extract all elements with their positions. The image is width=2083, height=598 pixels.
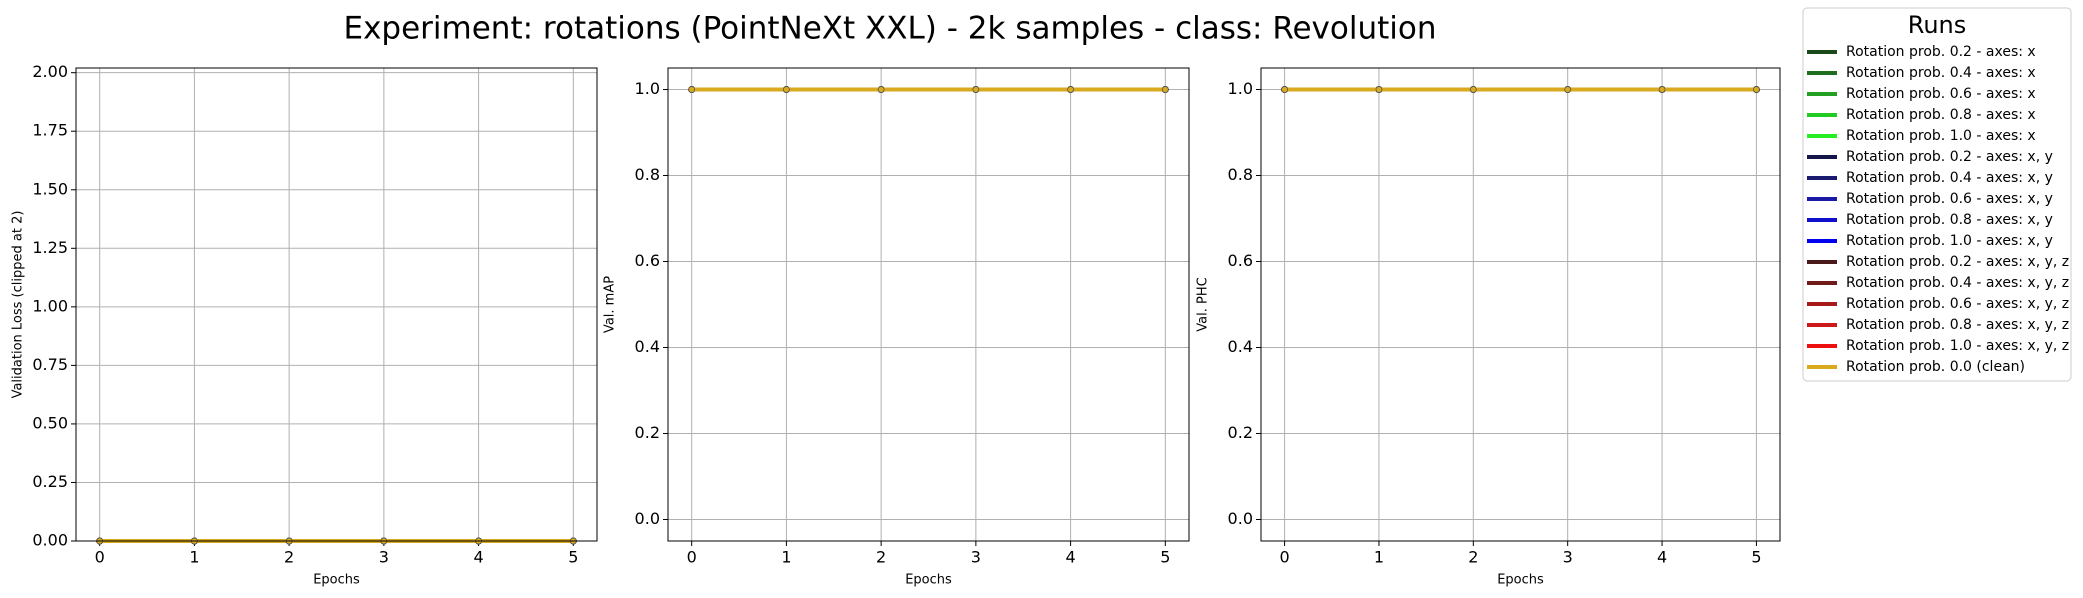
series-marker (1161, 86, 1169, 93)
series-marker (1658, 86, 1666, 93)
legend-label: Rotation prob. 1.0 - axes: x, y, z (1846, 338, 2069, 354)
x-axis-label: Epochs (1497, 573, 1544, 588)
y-tick-label: 1.25 (32, 238, 68, 257)
y-axis-label: Val. PHC (1196, 277, 1211, 331)
y-tick-label: 0.6 (635, 251, 660, 270)
x-tick-label: 2 (876, 548, 886, 567)
legend-label: Rotation prob. 0.2 - axes: x, y, z (1846, 254, 2069, 270)
legend-label: Rotation prob. 0.6 - axes: x, y, z (1846, 296, 2069, 312)
x-tick-label: 1 (189, 548, 199, 567)
series-marker (877, 86, 885, 93)
y-tick-label: 1.00 (32, 296, 68, 315)
series-marker (783, 86, 790, 93)
x-tick-label: 1 (781, 548, 791, 567)
y-tick-label: 0.8 (635, 165, 660, 184)
x-tick-label: 1 (1374, 548, 1384, 567)
x-tick-label: 5 (1751, 548, 1761, 567)
y-tick-label: 0.25 (32, 472, 68, 491)
x-tick-label: 2 (1468, 548, 1478, 567)
y-tick-label: 0.00 (32, 531, 68, 550)
legend-label: Rotation prob. 0.2 - axes: x, y (1846, 149, 2053, 165)
legend-label: Rotation prob. 1.0 - axes: x (1846, 128, 2036, 144)
legend-label: Rotation prob. 0.2 - axes: x (1846, 44, 2036, 60)
y-tick-label: 0.4 (635, 337, 660, 356)
legend-label: Rotation prob. 0.4 - axes: x (1846, 65, 2036, 81)
x-tick-label: 4 (1065, 548, 1075, 567)
series-marker (1564, 86, 1572, 93)
y-tick-label: 0.0 (1228, 509, 1253, 528)
axes-frame (667, 67, 1190, 542)
y-tick-label: 0.2 (635, 423, 660, 442)
y-tick-label: 0.0 (635, 509, 660, 528)
figure-title: Experiment: rotations (PointNeXt XXL) - … (344, 11, 1437, 47)
x-axis-label: Epochs (905, 573, 952, 588)
legend-box (1802, 7, 2072, 382)
legend-label: Rotation prob. 0.8 - axes: x, y, z (1846, 317, 2069, 333)
x-tick-label: 5 (568, 548, 578, 567)
legend-label: Rotation prob. 0.8 - axes: x (1846, 107, 2036, 123)
series-marker (1067, 86, 1074, 93)
y-tick-label: 1.0 (635, 79, 660, 98)
y-tick-label: 2.00 (32, 62, 68, 81)
legend-label: Rotation prob. 0.0 (clean) (1846, 359, 2025, 375)
y-tick-label: 0.75 (32, 355, 68, 374)
legend-label: Rotation prob. 0.4 - axes: x, y (1846, 170, 2053, 186)
legend-label: Rotation prob. 0.6 - axes: x (1846, 86, 2036, 102)
x-tick-label: 3 (971, 548, 981, 567)
x-tick-label: 0 (95, 548, 105, 567)
x-tick-label: 4 (473, 548, 483, 567)
y-axis-label: Val. mAP (603, 276, 618, 333)
x-tick-label: 0 (1279, 548, 1289, 567)
x-tick-label: 3 (1563, 548, 1573, 567)
legend-label: Rotation prob. 0.4 - axes: x, y, z (1846, 275, 2069, 291)
axes-frame (75, 67, 598, 542)
y-tick-label: 1.0 (1228, 79, 1253, 98)
legend-label: Rotation prob. 0.8 - axes: x, y (1846, 212, 2053, 228)
x-tick-label: 2 (284, 548, 294, 567)
legend-label: Rotation prob. 1.0 - axes: x, y (1846, 233, 2053, 249)
axes-frame (1260, 67, 1781, 542)
legend-title: Runs (1908, 11, 1967, 39)
x-axis-label: Epochs (313, 573, 360, 588)
y-tick-label: 0.4 (1228, 337, 1253, 356)
series-marker (688, 86, 696, 93)
y-tick-label: 0.50 (32, 413, 68, 432)
legend-label: Rotation prob. 0.6 - axes: x, y (1846, 191, 2053, 207)
series-marker (1753, 86, 1760, 93)
y-tick-label: 0.6 (1228, 251, 1253, 270)
series-marker (972, 86, 980, 93)
y-axis-label: Validation Loss (clipped at 2) (11, 211, 26, 399)
y-tick-label: 1.75 (32, 121, 68, 140)
x-tick-label: 0 (687, 548, 697, 567)
y-tick-label: 0.2 (1228, 423, 1253, 442)
x-tick-label: 5 (1160, 548, 1170, 567)
y-tick-label: 1.50 (32, 179, 68, 198)
series-marker (1469, 86, 1477, 93)
series-marker (1375, 86, 1383, 93)
x-tick-label: 3 (379, 548, 389, 567)
series-marker (1281, 86, 1288, 93)
x-tick-label: 4 (1657, 548, 1667, 567)
y-tick-label: 0.8 (1228, 165, 1253, 184)
